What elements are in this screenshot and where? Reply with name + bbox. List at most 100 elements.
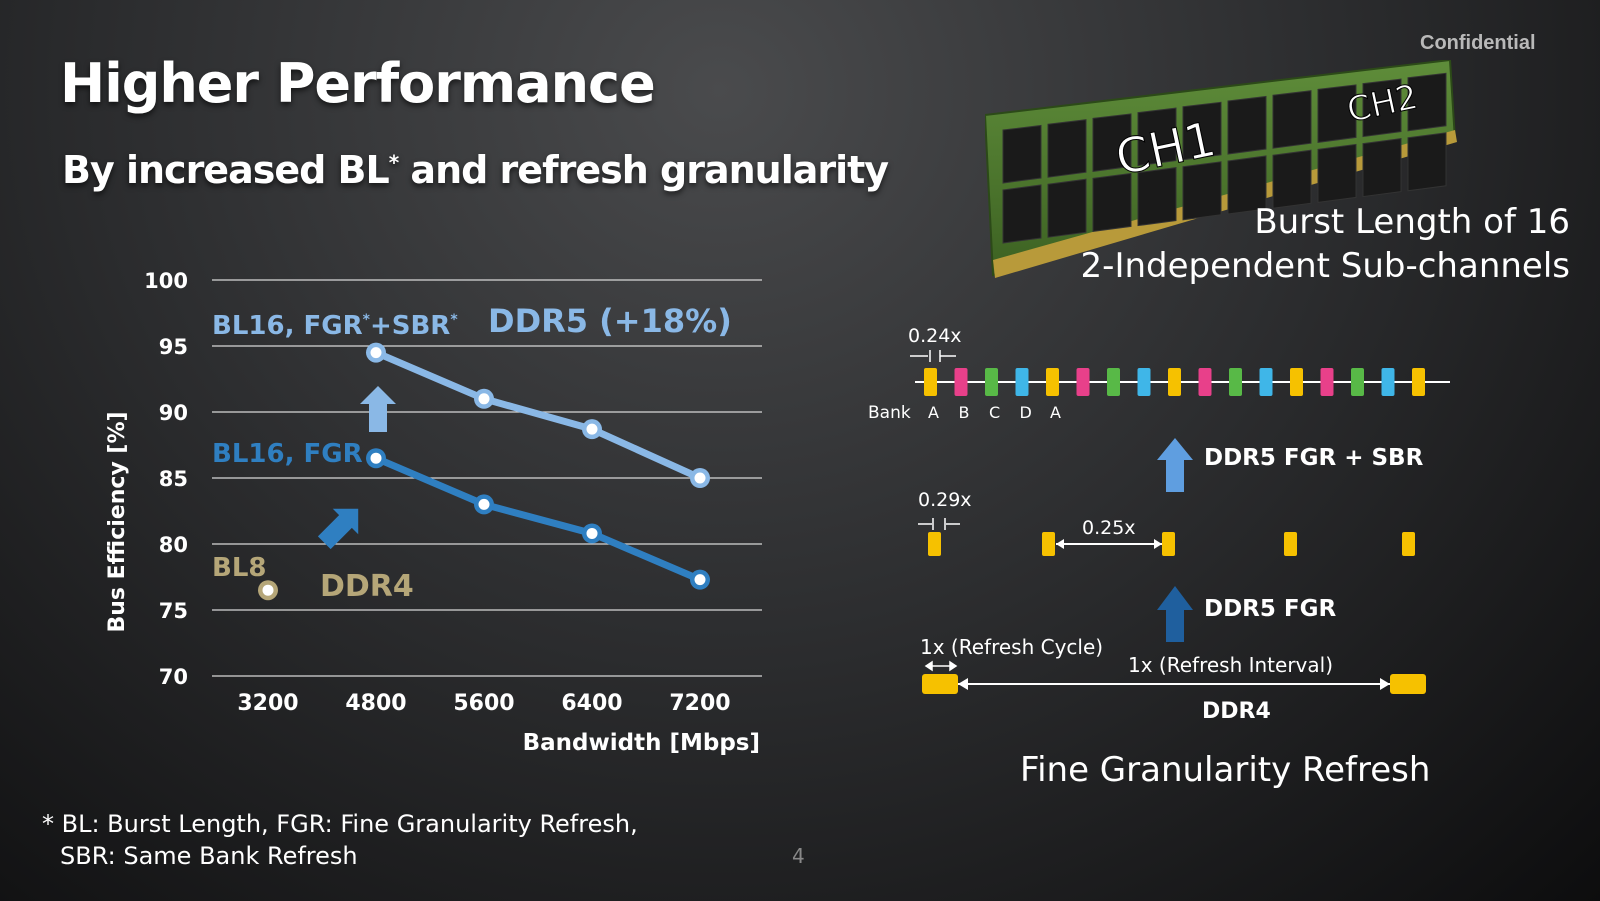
ddr5-fgr-label: DDR5 FGR bbox=[1204, 596, 1336, 622]
memory-chip bbox=[1272, 149, 1312, 209]
ratio-029-marker bbox=[918, 518, 960, 530]
dimm-module-image: CH1 CH2 bbox=[985, 60, 1457, 278]
subtitle-rest: and refresh granularity bbox=[398, 148, 889, 192]
x-tick-label: 6400 bbox=[561, 691, 622, 716]
up-arrow-icon bbox=[1157, 586, 1193, 642]
refresh-cycle-label: 1x (Refresh Cycle) bbox=[920, 635, 1103, 659]
fgr-refresh-block bbox=[1162, 532, 1175, 556]
series-label-bl16-fgr-sbr: BL16, FGR*+SBR* bbox=[212, 311, 458, 341]
bank-refresh-block bbox=[1320, 368, 1334, 396]
fgr-refresh-block bbox=[928, 532, 941, 556]
bank-label: Bank bbox=[868, 403, 911, 423]
diagonal-arrow-icon bbox=[317, 508, 359, 550]
x-tick-labels: 3200 4800 5600 6400 7200 bbox=[237, 691, 730, 716]
burst-length-text: Burst Length of 16 bbox=[1254, 202, 1570, 242]
series-label-bl16-fgr: BL16, FGR bbox=[212, 439, 363, 469]
dimm-caption: Burst Length of 16 2-Independent Sub-cha… bbox=[1081, 200, 1570, 288]
ddr4-refresh-block bbox=[922, 674, 958, 694]
ddr5-fgr-sbr-label: DDR5 FGR + SBR bbox=[1204, 445, 1424, 471]
bank-letter: A bbox=[1050, 403, 1061, 422]
bank-refresh-blocks bbox=[924, 368, 1425, 396]
y-tick-label: 70 bbox=[159, 665, 188, 689]
bank-letter: A bbox=[928, 403, 939, 422]
x-tick-label: 4800 bbox=[345, 691, 406, 716]
data-point-center bbox=[370, 347, 382, 359]
memory-chip bbox=[1092, 113, 1132, 172]
bank-refresh-block bbox=[1290, 368, 1303, 396]
fgr-refresh-blocks bbox=[928, 532, 1415, 556]
bank-letter: D bbox=[1020, 403, 1032, 422]
ratio-024-label: 0.24x bbox=[908, 325, 962, 347]
slide-subtitle: By increased BL* and refresh granularity bbox=[62, 148, 889, 192]
ratio-024-marker bbox=[910, 350, 956, 362]
series-lines bbox=[374, 349, 702, 583]
ddr4-refresh-block bbox=[1390, 674, 1426, 694]
y-tick-label: 85 bbox=[159, 467, 188, 491]
y-axis-label: Bus Efficiency [%] bbox=[105, 411, 130, 632]
memory-chips bbox=[1002, 72, 1447, 244]
up-arrow-icon bbox=[360, 386, 396, 432]
memory-chip bbox=[1272, 90, 1312, 149]
memory-chip bbox=[1227, 95, 1267, 155]
bank-letter: C bbox=[989, 403, 1000, 422]
refresh-cycle-marker bbox=[924, 660, 958, 672]
subtitle-main: By increased BL bbox=[62, 148, 390, 192]
x-axis-label: Bandwidth [Mbps] bbox=[523, 730, 760, 756]
up-arrow-icon bbox=[1157, 438, 1193, 492]
memory-chip bbox=[1002, 184, 1042, 244]
page-number: 4 bbox=[792, 844, 805, 868]
bank-refresh-block bbox=[1046, 368, 1059, 396]
series-line bbox=[374, 349, 702, 482]
refresh-interval-label: 1x (Refresh Interval) bbox=[1128, 653, 1333, 677]
footnote: * BL: Burst Length, FGR: Fine Granularit… bbox=[42, 808, 638, 872]
memory-chip bbox=[1317, 84, 1357, 143]
memory-chip bbox=[1407, 72, 1447, 132]
memory-chip bbox=[1362, 78, 1402, 138]
y-tick-label: 100 bbox=[144, 269, 188, 293]
bank-letter: B bbox=[959, 403, 970, 422]
ratio-029-label: 0.29x bbox=[918, 489, 972, 511]
memory-chip bbox=[1182, 101, 1222, 161]
memory-chip bbox=[1092, 172, 1132, 232]
data-point-center bbox=[586, 527, 598, 539]
bank-refresh-block bbox=[1259, 368, 1273, 396]
sub-channels-text: 2-Independent Sub-channels bbox=[1080, 246, 1570, 286]
footnote-line-2: SBR: Same Bank Refresh bbox=[60, 842, 358, 870]
subtitle-asterisk: * bbox=[388, 150, 400, 175]
bus-efficiency-chart: 70 75 80 85 90 95 100 3200 4800 5600 6400 7200 Bus… bbox=[105, 269, 762, 756]
memory-chip bbox=[1002, 124, 1042, 184]
data-point-center bbox=[694, 472, 706, 484]
x-tick-label: 7200 bbox=[669, 691, 730, 716]
bank-refresh-block bbox=[1412, 368, 1425, 396]
memory-chip bbox=[1047, 178, 1087, 238]
footnote-line-1: * BL: Burst Length, FGR: Fine Granularit… bbox=[42, 810, 638, 838]
y-tick-label: 95 bbox=[159, 335, 188, 359]
bank-refresh-block bbox=[1107, 368, 1120, 396]
series-line bbox=[374, 454, 702, 583]
series-label-bl8: BL8 bbox=[212, 553, 266, 583]
ddr5-gain-label: DDR5 (+18%) bbox=[488, 302, 732, 340]
y-tick-label: 80 bbox=[159, 533, 188, 557]
bank-refresh-block bbox=[1198, 368, 1212, 396]
fgr-refresh-block bbox=[1042, 532, 1055, 556]
bank-refresh-block bbox=[1015, 368, 1029, 396]
slide-title: Higher Performance bbox=[60, 52, 656, 115]
data-point-center bbox=[262, 584, 274, 596]
series-points bbox=[258, 342, 710, 601]
y-tick-label: 90 bbox=[159, 401, 188, 425]
x-tick-label: 5600 bbox=[453, 691, 514, 716]
fgr-refresh-block bbox=[1284, 532, 1297, 556]
memory-chip bbox=[1227, 155, 1267, 215]
data-point-center bbox=[478, 498, 490, 510]
memory-chip bbox=[1407, 132, 1447, 192]
memory-chip bbox=[1362, 138, 1402, 198]
data-point-center bbox=[370, 452, 382, 464]
memory-chip bbox=[1182, 161, 1222, 221]
bank-refresh-block bbox=[1381, 368, 1395, 396]
bank-refresh-block bbox=[1229, 368, 1242, 396]
bank-refresh-block bbox=[954, 368, 968, 396]
confidential-label: Confidential bbox=[1420, 32, 1536, 54]
ddr4-label: DDR4 bbox=[320, 569, 414, 604]
